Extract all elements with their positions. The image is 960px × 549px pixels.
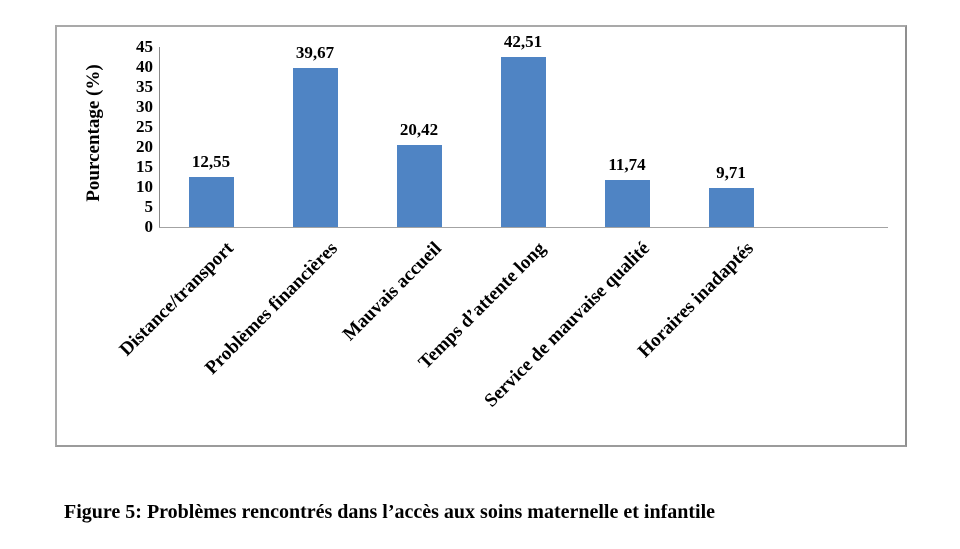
category-label: Temps d’attente long: [414, 238, 550, 374]
bar-value-label: 12,55: [191, 152, 231, 171]
y-tick-label: 40: [136, 57, 153, 76]
bar: [188, 177, 234, 227]
y-tick-label: 0: [144, 217, 154, 236]
y-tick-label: 20: [136, 137, 153, 156]
y-tick-label: 30: [136, 97, 153, 116]
chart-frame: Pourcentage (%) 0 5 10 15 20 25 30 35 40 45 12,55 D…: [55, 25, 907, 447]
bar: [292, 68, 338, 227]
category-label: Horaires inadaptés: [633, 238, 758, 362]
bar-value-label: 42,51: [503, 32, 543, 51]
bar: [500, 57, 546, 227]
y-tick-label: 5: [144, 197, 154, 216]
y-tick-label: 10: [136, 177, 153, 196]
y-tick-label: 25: [136, 117, 153, 136]
category-label: Service de mauvaise qualité: [480, 238, 654, 412]
category-label: Problèmes financières: [201, 238, 342, 379]
bar-value-label: 11,74: [608, 155, 646, 174]
bar-value-label: 20,42: [399, 120, 439, 139]
y-axis-line: [159, 47, 160, 227]
x-axis-line: [159, 227, 888, 228]
bar-value-label: 39,67: [295, 43, 335, 62]
y-tick-label: 45: [136, 37, 153, 56]
bar-value-label: 9,71: [716, 163, 746, 182]
y-tick-label: 15: [136, 157, 153, 176]
category-label: Mauvais accueil: [338, 238, 446, 346]
bar: [604, 180, 650, 227]
figure-caption: Figure 5: Problèmes rencontrés dans l’ac…: [64, 501, 716, 523]
y-axis-title: Pourcentage (%): [83, 64, 104, 202]
bar: [708, 188, 754, 227]
bar: [396, 145, 442, 227]
category-label: Distance/transport: [115, 238, 238, 361]
y-tick-label: 35: [136, 77, 153, 96]
